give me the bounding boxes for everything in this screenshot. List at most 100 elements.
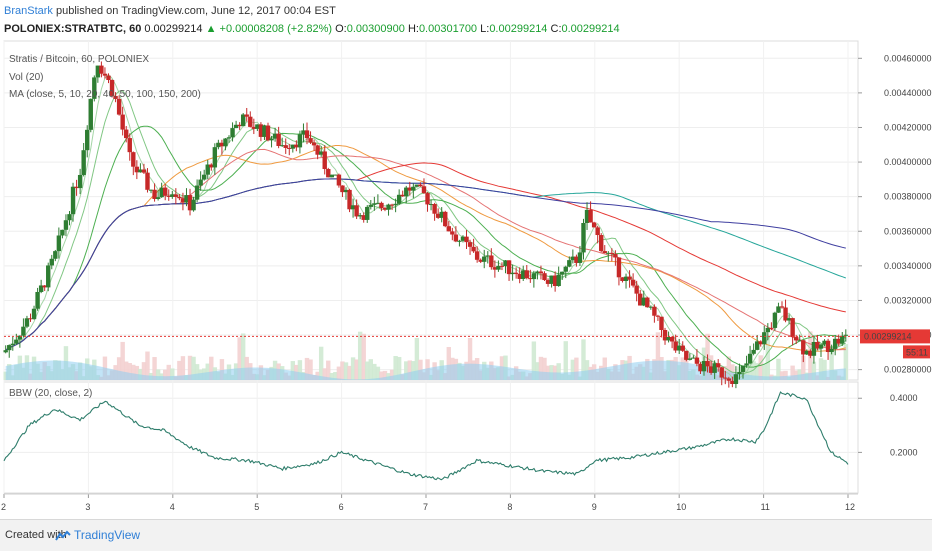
candle-body <box>350 205 356 210</box>
candle-body <box>815 341 820 349</box>
volume-bar <box>170 368 175 380</box>
volume-bar <box>205 363 210 380</box>
date-tick-label: 3 <box>85 502 90 512</box>
volume-bar <box>407 360 412 380</box>
candle-body <box>340 185 345 193</box>
volume-bar <box>209 356 214 380</box>
candle-body <box>173 194 179 197</box>
candle-body <box>758 341 763 345</box>
candle-body <box>63 220 69 230</box>
candle-body <box>453 234 459 242</box>
candle-body <box>49 258 54 266</box>
candle-body <box>634 285 639 294</box>
candle-body <box>396 194 402 204</box>
candle-body <box>840 335 845 344</box>
bar-countdown: 55:11 <box>906 347 928 357</box>
candle-body <box>513 272 519 274</box>
candle-body <box>414 184 420 187</box>
candle-body <box>687 358 693 360</box>
candle-body <box>116 98 122 115</box>
candle-body <box>478 259 483 262</box>
volume-bar <box>751 361 756 380</box>
chart-canvas[interactable]: 0.00460000 0.00440000 0.00420000 0.00400000… <box>0 38 932 519</box>
candle-body <box>492 267 498 270</box>
volume-bar <box>843 344 849 380</box>
volume-bar <box>166 364 171 380</box>
created-with-label: Created with <box>5 529 67 541</box>
candle-body <box>365 206 370 220</box>
candle-body <box>811 341 817 356</box>
candle-body <box>648 306 654 308</box>
candle-body <box>595 227 600 236</box>
grid-lines <box>3 41 858 493</box>
candle-body <box>822 340 827 345</box>
candle-body <box>616 257 622 278</box>
volume-bar <box>411 361 416 380</box>
volume-bar <box>783 370 788 380</box>
candle-body <box>818 344 824 349</box>
candle-body <box>645 297 650 308</box>
candle-body <box>627 276 632 280</box>
volume-bar <box>368 359 374 380</box>
candle-body <box>567 260 572 267</box>
price-tick-label: 0.00400000 <box>884 157 932 167</box>
price-pane[interactable] <box>3 40 859 381</box>
chart-header: BranStark published on TradingView.com, … <box>0 0 932 38</box>
volume-bar <box>779 371 785 380</box>
candle-body <box>170 194 175 197</box>
candle-body <box>556 274 561 287</box>
candle-body <box>141 169 147 173</box>
symbol-name[interactable]: POLONIEX:STRATBTC, 60 <box>4 23 142 35</box>
price-tick-label: 0.00420000 <box>884 122 932 132</box>
volume-bar <box>177 360 182 380</box>
candle-body <box>418 184 423 187</box>
candle-body <box>474 251 480 260</box>
volume-bar <box>163 369 168 380</box>
candle-body <box>155 197 161 199</box>
candle-body <box>81 150 86 175</box>
candle-body <box>641 297 646 306</box>
candle-body <box>127 138 132 153</box>
volume-bar <box>829 347 834 380</box>
candle-body <box>535 271 540 274</box>
volume-bar <box>790 365 795 380</box>
candle-body <box>205 164 210 175</box>
candle-body <box>67 214 72 221</box>
candle-body <box>120 114 125 130</box>
candle-body <box>212 147 218 168</box>
volume-bar <box>194 364 200 380</box>
volume-bar <box>340 361 345 380</box>
candle-body <box>421 186 427 194</box>
candle-body <box>446 226 451 232</box>
volume-bar <box>542 357 547 380</box>
candle-body <box>655 315 661 317</box>
date-tick-label: 12 <box>845 502 855 512</box>
tradingview-brand-link[interactable]: TradingView <box>74 528 141 542</box>
candle-body <box>382 208 388 210</box>
date-axis[interactable]: 2 3 4 5 6 7 8 9 10 11 12 <box>1 493 858 512</box>
candle-body <box>283 145 288 148</box>
volume-bar <box>180 356 186 380</box>
candle-body <box>496 265 501 270</box>
candle-body <box>786 318 792 321</box>
candle-body <box>336 174 342 186</box>
bbw-axis[interactable]: 0.4000 0.2000 <box>858 393 918 457</box>
bbw-pane[interactable] <box>3 381 859 494</box>
volume-bar <box>333 372 338 380</box>
candle-body <box>134 166 140 173</box>
candle-body <box>343 189 349 193</box>
candle-body <box>428 204 434 206</box>
candle-body <box>42 285 47 288</box>
candle-body <box>754 341 760 350</box>
author-link[interactable]: BranStark <box>4 5 53 17</box>
date-tick-label: 4 <box>170 502 175 512</box>
candle-body <box>35 291 40 309</box>
candle-body <box>74 186 79 189</box>
candle-body <box>166 195 171 197</box>
candle-body <box>230 128 235 138</box>
candle-body <box>779 306 785 308</box>
candle-body <box>843 334 849 336</box>
up-arrow-icon: ▲ <box>205 23 217 35</box>
candle-body <box>506 260 512 275</box>
date-tick-label: 2 <box>1 502 6 512</box>
